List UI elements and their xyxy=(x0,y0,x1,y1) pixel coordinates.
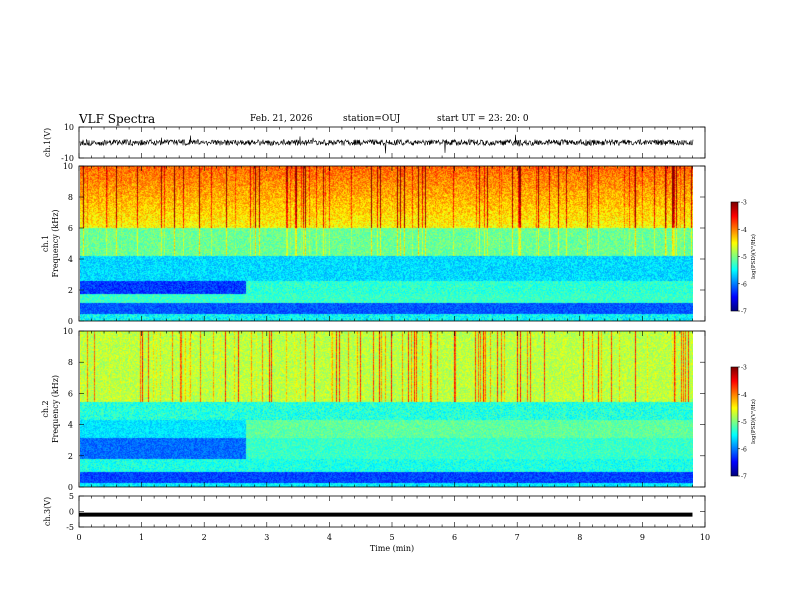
x-tick-label: 8 xyxy=(577,533,582,542)
x-tick-label: 5 xyxy=(389,533,394,542)
colorbar-tick-label: -3 xyxy=(741,365,747,372)
ch2-frequency-ylabel: Frequency (kHz) xyxy=(51,375,60,443)
start-time-label: start UT = 23: 20: 0 xyxy=(437,114,529,124)
y-tick-label: 10 xyxy=(64,123,74,132)
colorbar-2 xyxy=(731,367,738,476)
colorbar-label: log(PSD)(V²/Hz) xyxy=(750,234,757,279)
colorbar-1 xyxy=(731,202,738,311)
text-layer: -3 -4 -5 -6 -7 log(PSD)(V²/Hz) -3 -4 -5 -6 -7 log(P… xyxy=(41,123,757,553)
y-tick-label: 8 xyxy=(68,193,73,202)
y-tick-label: 10 xyxy=(63,162,73,171)
colorbar-tick-label: -7 xyxy=(741,474,747,481)
ch1-spectrogram-ylabel: ch.1 xyxy=(41,235,50,252)
station-label: station=OUJ xyxy=(343,114,401,124)
colorbar-tick-label: -5 xyxy=(741,254,747,261)
y-tick-label: 8 xyxy=(68,358,73,367)
y-tick-label: 4 xyxy=(68,421,73,430)
colorbar-tick-label: -5 xyxy=(741,419,747,426)
ch1-waveform-ylabel: ch.1(V) xyxy=(43,128,52,157)
colorbar-tick-label: -6 xyxy=(741,446,747,453)
axes-layer xyxy=(78,126,740,528)
y-tick-label: 2 xyxy=(68,286,73,295)
y-tick-label: 0 xyxy=(68,317,73,326)
y-tick-label: 0 xyxy=(69,508,74,517)
x-axis-title: Time (min) xyxy=(370,544,414,553)
x-tick-label: 10 xyxy=(700,533,710,542)
x-tick-label: 3 xyxy=(264,533,269,542)
y-tick-label: 5 xyxy=(69,492,74,501)
colorbar-label: log(PSD)(V²/Hz) xyxy=(750,399,757,444)
ch1-frequency-ylabel: Frequency (kHz) xyxy=(51,209,60,277)
colorbar-tick-label: -4 xyxy=(741,392,747,399)
x-tick-label: 9 xyxy=(640,533,645,542)
ch3-waveform-ylabel: ch.3(V) xyxy=(43,497,52,526)
s1-image xyxy=(80,166,693,321)
x-tick-label: 7 xyxy=(515,533,520,542)
x-tick-label: 0 xyxy=(76,533,81,542)
colorbar-tick-label: -3 xyxy=(741,200,747,207)
x-tick-label: 6 xyxy=(452,533,457,542)
colorbar-tick-label: -4 xyxy=(741,227,747,234)
y-tick-label: 6 xyxy=(68,389,73,398)
colorbar-tick-label: -6 xyxy=(741,281,747,288)
x-tick-label: 4 xyxy=(327,533,332,542)
y-tick-label: 6 xyxy=(68,224,73,233)
y-tick-label: -5 xyxy=(66,523,74,532)
y-tick-label: 10 xyxy=(63,327,73,336)
x-tick-label: 2 xyxy=(202,533,207,542)
y-tick-label: -10 xyxy=(61,154,74,163)
x-tick-label: 1 xyxy=(139,533,144,542)
y-tick-label: 2 xyxy=(68,452,73,461)
plot-layer xyxy=(79,134,694,517)
colorbar-tick-label: -7 xyxy=(741,309,747,316)
chart-title: VLF Spectra xyxy=(79,112,156,126)
s2-image xyxy=(80,331,693,487)
y-tick-label: 4 xyxy=(68,255,73,264)
ch2-spectrogram-ylabel: ch.2 xyxy=(41,400,50,417)
date-label: Feb. 21, 2026 xyxy=(250,114,313,124)
y-tick-label: 0 xyxy=(68,483,73,492)
ch1-waveform-line xyxy=(79,134,694,154)
spectrogram-images xyxy=(80,166,738,487)
